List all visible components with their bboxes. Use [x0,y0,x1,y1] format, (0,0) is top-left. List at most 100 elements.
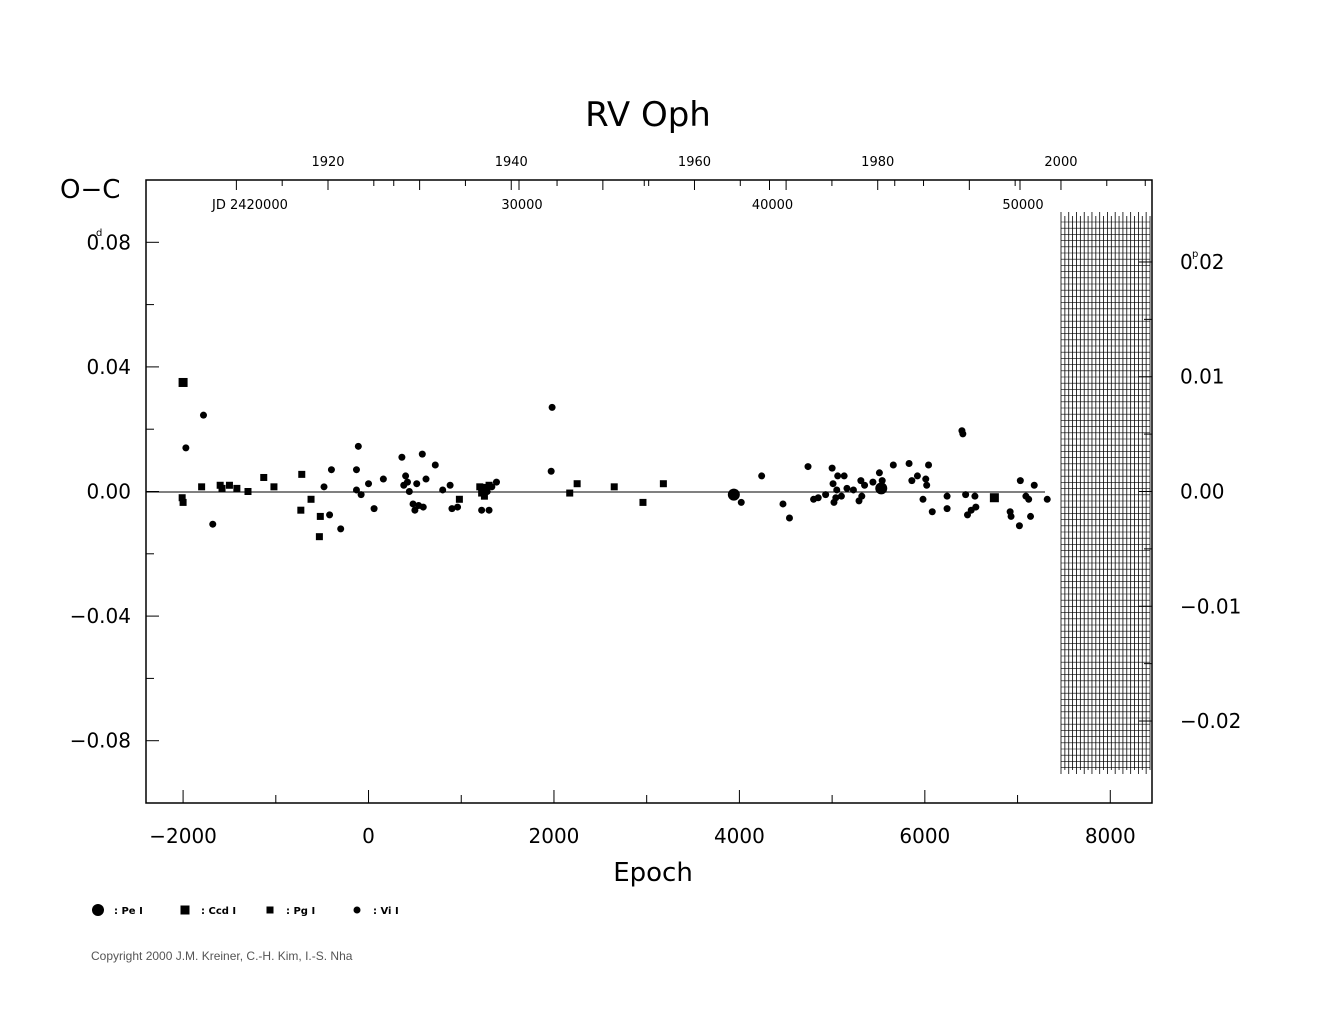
data-point [566,489,574,497]
data-point [411,506,419,514]
data-point [908,477,916,485]
data-point [928,508,936,516]
data-point [483,488,491,495]
data-point [352,486,360,494]
y-tick-label: 0.08 [86,230,131,254]
data-point [480,483,490,493]
axis-tick-labels: −2000 0 2000 4000 6000 8000 0.08 0.04 0.00 −0.04 −… [70,155,1242,848]
y2-tick-label: 0.02 [1180,250,1225,274]
legend-label: : Ccd I [201,906,236,917]
data-point [365,480,373,488]
data-point [943,505,951,513]
y-unit-label: d [96,228,102,239]
data-point [403,478,411,486]
data-point [413,480,421,488]
data-point [878,477,886,485]
data-point [209,520,217,528]
data-point [922,475,930,483]
data-point [316,512,324,520]
y2-tick-label: 0.00 [1180,480,1225,504]
jd-tick-label: 30000 [501,198,542,213]
data-point [875,469,883,477]
data-point [913,472,921,480]
data-point [454,503,462,511]
data-point [829,480,837,488]
data-point [225,481,233,489]
data-point [822,491,830,499]
x-tick-label: 2000 [529,824,580,848]
data-point [1016,477,1024,485]
data-point [659,480,667,488]
data-point [233,484,241,492]
data-point [297,506,305,514]
data-point [758,472,766,480]
data-point [959,430,967,438]
y2-unit-label: p [1192,249,1198,260]
data-point [405,488,413,495]
data-point [439,486,447,494]
data-point [455,495,463,503]
data-point [857,477,865,485]
y-axis-label: O−C [60,175,120,205]
x-tick-label: 6000 [899,824,950,848]
data-point [260,473,268,481]
data-point [327,466,335,474]
legend-marker [180,905,190,915]
data-point [418,450,426,458]
data-point [199,411,207,419]
legend-label: : Pe I [114,906,143,917]
data-point [923,481,931,489]
data-point [610,483,618,491]
data-point [858,492,866,500]
data-point [476,483,484,491]
data-point [352,466,360,474]
y-tick-label: 0.00 [86,480,131,504]
chart-title: RV Oph [585,95,711,135]
data-point [354,442,362,450]
data-point [480,492,488,500]
data-point [843,484,851,492]
data-point [832,494,840,502]
data-point [1030,481,1038,489]
year-tick-label: 1980 [861,155,894,170]
jd-tick-label: 40000 [752,198,793,213]
data-point [840,472,848,480]
legend-marker [353,906,361,914]
data-point [814,494,822,502]
data-point [889,461,897,469]
data-point [1015,522,1023,530]
data-point [337,525,345,533]
data-point [989,493,999,503]
data-point [492,478,500,486]
data-point [298,470,306,478]
data-point [320,483,328,491]
data-point [779,500,787,508]
data-point [925,461,933,469]
data-point [379,475,387,483]
y2-tick-label: 0.01 [1180,365,1225,389]
data-point [446,481,454,489]
data-points [178,377,1051,541]
data-point [179,498,187,506]
data-point [833,486,841,494]
data-point [307,495,315,503]
data-point [828,464,836,472]
data-point [548,403,556,411]
data-point [785,514,793,522]
data-point [875,482,888,495]
year-tick-label: 1960 [678,155,711,170]
data-point [485,506,493,514]
y2-tick-label: −0.01 [1180,594,1241,618]
year-tick-label: 2000 [1044,155,1077,170]
data-point [962,491,970,499]
data-point [1007,512,1015,520]
data-point [478,506,486,514]
axis-ticks [146,180,1152,803]
data-point [869,478,877,486]
data-point [402,472,410,480]
data-point [919,495,927,503]
x-tick-label: −2000 [149,824,217,848]
data-point [727,488,740,501]
legend: : Pe I: Ccd I: Pg I: Vi I [92,904,399,917]
data-point [398,453,406,461]
